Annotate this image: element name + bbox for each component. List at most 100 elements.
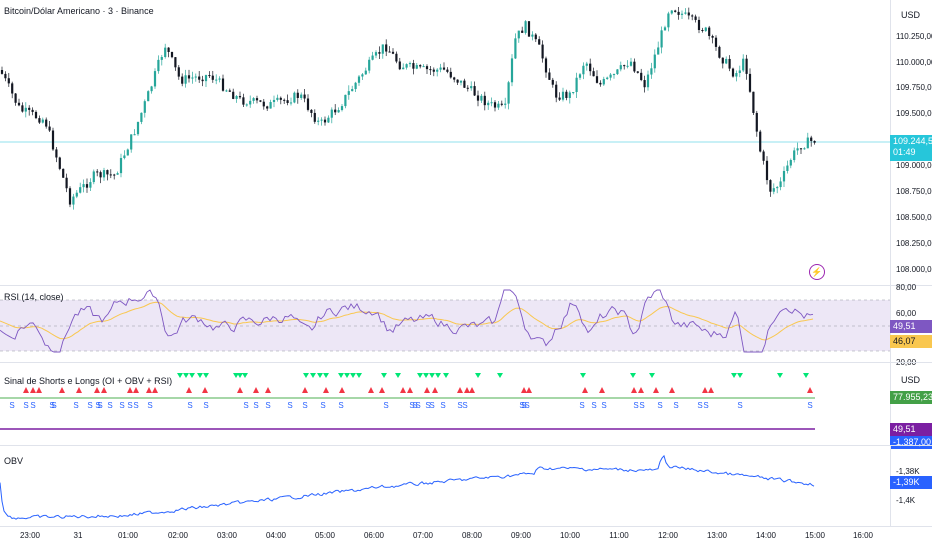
price-tick: 109.000,00 [896,161,932,170]
candle-body [34,111,38,119]
short-letter: S [415,401,420,410]
long-signal-marker [323,373,329,378]
price-tick: 109.500,00 [896,109,932,118]
candle-body [143,101,146,113]
candle-body [728,58,731,69]
time-label: 15:00 [804,531,826,540]
candle-body [279,97,282,100]
short-signal-marker [432,387,438,393]
short-signal-marker [253,387,259,393]
candle-body [684,12,687,14]
candle-body [184,75,187,84]
signals-green-tag: 77.955,23 [890,391,932,404]
signals-purple-tag: 49,51 [890,423,932,436]
candle-body [497,103,500,108]
candle-body [524,21,527,33]
candle-body [806,137,809,149]
candle-body [561,91,565,100]
short-signal-marker [464,387,470,393]
candle-body [286,100,289,104]
short-letter: S [519,401,524,410]
candle-body [181,76,184,84]
long-signal-marker [580,373,586,378]
candle-body [425,66,429,70]
candle-body [17,102,21,106]
long-signal-marker [303,373,309,378]
short-letter: S [601,401,606,410]
candle-body [334,109,337,113]
short-signal-marker [702,387,708,393]
short-letter: S [87,401,92,410]
candle-body [38,118,41,123]
pane-divider[interactable] [0,445,932,446]
candle-body [782,170,786,182]
candle-body [133,134,136,136]
rsi-ma-tag: 46,07 [890,335,932,348]
candle-body [657,47,660,55]
candle-body [442,67,446,70]
candle-body [306,98,310,110]
price-tick: 108.000,00 [896,265,932,274]
candle-body [225,90,228,92]
candle-body [714,37,718,47]
candle-body [466,87,469,89]
time-label: 02:00 [167,531,189,540]
candle-body [228,90,231,92]
pane-divider[interactable] [0,362,932,363]
candle-body [449,71,452,78]
candle-body [459,80,463,83]
rsi-pane[interactable]: RSI (14, close) [0,286,890,362]
candle-body [578,74,582,78]
candle-body [194,76,197,78]
long-signal-marker [777,373,783,378]
candle-body [793,150,796,161]
candle-body [544,58,548,73]
signals-axis[interactable]: USD [890,363,932,445]
candle-body [419,65,422,67]
price-pane[interactable]: Bitcoin/Dólar Americano · 3 · Binance ⚡ [0,0,890,285]
candle-body [21,105,24,112]
candle-body [191,77,194,79]
short-signal-marker [146,387,152,393]
candle-body [531,34,534,37]
candle-body [361,74,364,77]
short-signal-marker [708,387,714,393]
candle-body [623,65,626,67]
candle-body [606,77,609,79]
obv-pane[interactable]: OBV [0,446,890,526]
alert-bolt-icon[interactable]: ⚡ [809,264,825,280]
candle-body [541,44,544,59]
signals-title: Sinal de Shorts e Longs (OI + OBV + RSI) [4,376,173,386]
candle-body [629,61,633,66]
currency-label: USD [901,10,921,20]
short-letter: S [697,401,702,410]
short-signal-marker [521,387,527,393]
pane-divider[interactable] [0,285,932,286]
candle-body [24,107,27,112]
candle-body [575,77,578,93]
long-signal-marker [803,373,809,378]
price-tick: 110.250,00 [896,32,932,41]
candle-body [164,47,167,57]
candle-body [735,72,738,77]
long-signal-marker [381,373,387,378]
candle-body [347,91,350,95]
candle-body [337,110,340,113]
candle-body [391,51,395,54]
candle-body [249,100,252,105]
candle-body [674,10,677,12]
time-axis-divider [0,526,932,527]
short-letter: S [429,401,434,410]
candle-body [235,96,238,99]
time-label: 03:00 [216,531,238,540]
candle-body [480,95,483,101]
long-signal-marker [737,373,743,378]
price-tick: 110.000,00 [896,58,932,67]
rsi-ma-line [0,301,814,341]
candle-body [4,73,7,79]
candle-body [738,70,741,73]
short-signal-marker [186,387,192,393]
candle-body [157,59,160,72]
short-letter: S [73,401,78,410]
